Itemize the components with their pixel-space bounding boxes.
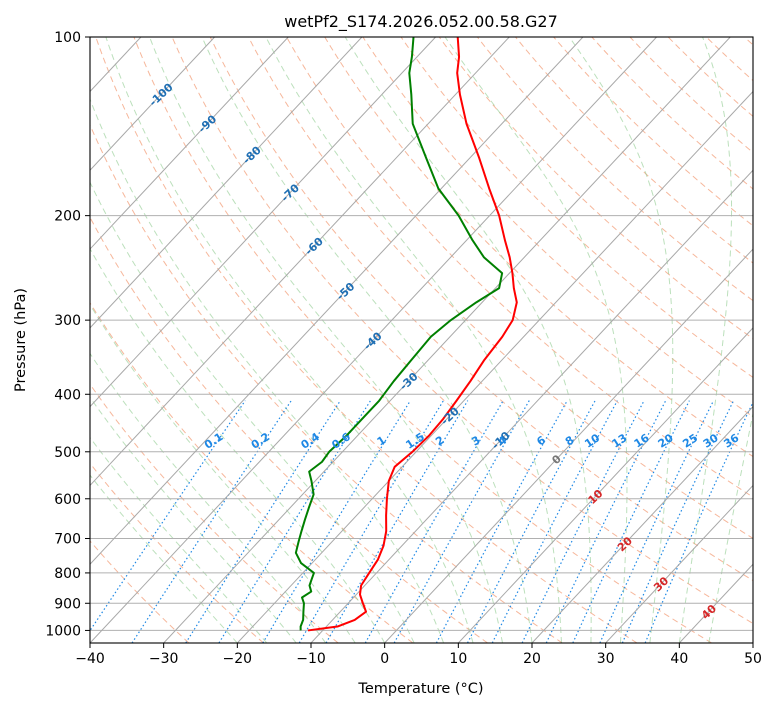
x-tick-label: 10 [449, 651, 467, 667]
dewpoint-profile-line [294, 37, 504, 631]
y-tick-label: 400 [54, 387, 81, 403]
mixing-ratio-line [521, 400, 645, 643]
mixing-ratio-line [90, 400, 246, 632]
mixing-ratio-line [572, 400, 690, 643]
y-tick-label: 600 [54, 492, 81, 508]
moist-adiabat [90, 181, 415, 643]
moist-adiabat [708, 411, 753, 643]
mixing-ratio-lines [90, 400, 753, 643]
dry-adiabat [171, 37, 753, 625]
mixing-ratio-line [131, 400, 292, 643]
y-tick-label: 300 [54, 313, 81, 329]
temperature-profile-line [307, 37, 518, 632]
isotherm-line [384, 248, 753, 643]
moist-adiabats [90, 37, 753, 643]
dry-adiabat [515, 37, 753, 264]
x-axis: −40 −30 −20 −10 0 10 20 30 40 50 [75, 643, 762, 667]
x-tick-label: 0 [380, 651, 389, 667]
x-axis-title: Temperature (°C) [357, 681, 483, 697]
moist-adiabat [90, 97, 445, 643]
x-tick-label: −40 [75, 651, 105, 667]
isotherm-line [90, 37, 510, 487]
moist-adiabat [105, 37, 474, 643]
x-tick-label: −10 [296, 651, 326, 667]
moist-adiabat [90, 396, 297, 643]
dry-adiabat [90, 540, 190, 643]
isotherm-line [90, 37, 215, 172]
dry-adiabat [438, 37, 753, 340]
dry-adiabat [90, 383, 339, 643]
moist-adiabat [265, 37, 562, 643]
isotherm-line [310, 169, 753, 643]
isotherm-line [163, 37, 731, 643]
y-axis: 1000 900 800 700 600 500 400 300 200 100 [45, 30, 90, 639]
mixing-ratio-line [545, 400, 667, 643]
mixing-ratio-line [466, 400, 596, 643]
mixing-ratio-line [298, 400, 444, 643]
y-tick-label: 900 [54, 596, 81, 612]
x-tick-label: −20 [223, 651, 253, 667]
dry-adiabat [553, 37, 753, 227]
moist-adiabat [90, 352, 327, 643]
isotherm-line [90, 37, 363, 329]
chart-title: wetPf2_S174.2026.052.00.58.G27 [284, 12, 558, 32]
dry-adiabat [286, 37, 753, 498]
plot-background [90, 37, 753, 643]
dry-adiabat [400, 37, 753, 379]
mixing-ratio-line [364, 400, 504, 643]
isotherm-line [457, 327, 753, 643]
x-tick-label: 50 [744, 651, 762, 667]
mixing-ratio-line [621, 400, 735, 643]
dry-adiabat [133, 37, 712, 643]
isotherm-line [90, 37, 584, 565]
dry-adiabat [324, 37, 753, 458]
dry-adiabat [247, 37, 753, 539]
isotherm-line [236, 90, 753, 643]
moist-adiabat [90, 247, 386, 643]
dry-adiabat [95, 37, 638, 643]
moist-adiabat [149, 37, 504, 643]
sounding-profiles [294, 37, 518, 632]
moist-adiabat [344, 37, 592, 643]
y-tick-label: 100 [54, 30, 81, 46]
isotherm-line [90, 37, 289, 250]
moist-adiabat [201, 37, 533, 643]
dry-adiabat [90, 123, 563, 643]
y-tick-label: 800 [54, 566, 81, 582]
mixing-ratio-line [491, 400, 618, 643]
moist-adiabat [568, 37, 674, 643]
x-tick-label: −30 [149, 651, 179, 667]
y-tick-label: 500 [54, 445, 81, 461]
x-tick-label: 20 [523, 651, 541, 667]
moist-adiabat [444, 37, 628, 643]
isotherm-line [605, 484, 753, 643]
y-tick-label: 200 [54, 209, 81, 225]
dry-adiabat [209, 37, 753, 582]
mixing-ratio-line [644, 400, 753, 643]
moist-adiabat [90, 303, 356, 643]
moist-adiabat [678, 37, 733, 643]
dry-adiabats [90, 37, 753, 643]
plot-frame [89, 36, 754, 644]
isotherm-line [531, 405, 753, 643]
x-tick-label: 40 [670, 651, 688, 667]
isotherm-gridlines [90, 37, 753, 643]
x-tick-label: 30 [597, 651, 615, 667]
isotherm-line [90, 37, 436, 408]
mixing-ratio-line [435, 400, 568, 643]
mixing-ratio-line [599, 400, 715, 643]
isotherm-line [90, 37, 657, 643]
y-tick-label: 1000 [45, 623, 81, 639]
dry-adiabat [591, 37, 753, 190]
mixing-ratio-line [262, 400, 411, 643]
y-axis-title: Pressure (hPa) [13, 288, 29, 392]
y-tick-label: 700 [54, 532, 81, 548]
